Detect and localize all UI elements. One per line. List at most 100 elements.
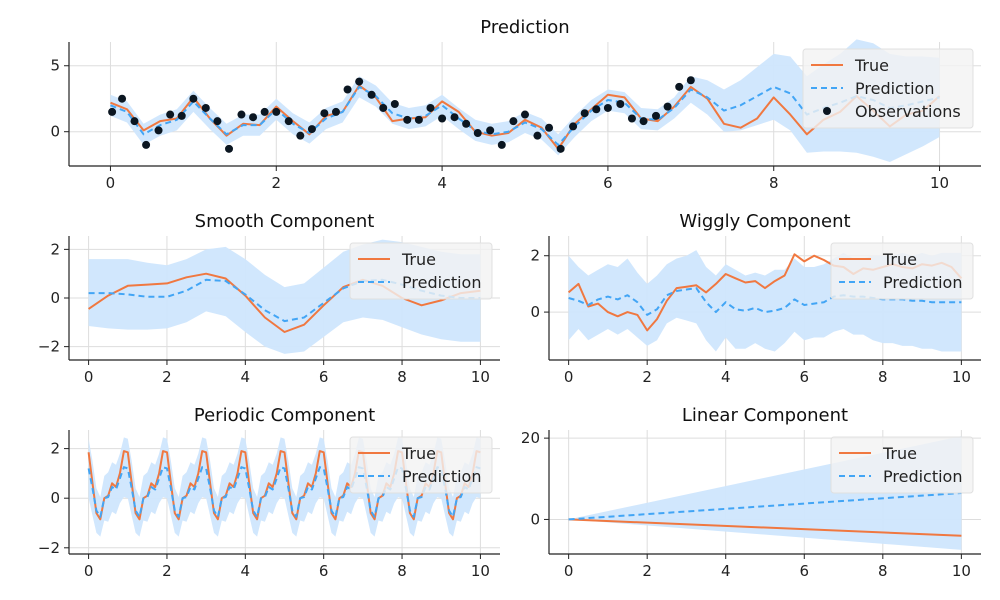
observation-point [166, 110, 175, 119]
observation-point [533, 131, 542, 140]
legend-label: Prediction [883, 273, 962, 292]
panel-periodic: 0 2 4 6 8 10 −2 0 2 Periodic Component True Predict… [38, 405, 500, 580]
chart-title: Linear Component [682, 405, 848, 426]
observation-point [320, 109, 329, 118]
observation-point [651, 111, 660, 120]
observation-point [426, 103, 435, 112]
observation-point [663, 102, 672, 111]
observation-point [473, 129, 482, 138]
observation-point [355, 77, 364, 86]
y-tick-label: 2 [50, 440, 60, 458]
chart-title: Smooth Component [195, 211, 375, 232]
true-line [88, 272, 481, 333]
observation-point [603, 103, 612, 112]
legend-box [830, 436, 974, 494]
legend-label: Prediction [855, 79, 934, 98]
chart-title: Wiggly Component [679, 211, 850, 232]
x-tick-label: 0 [106, 174, 116, 192]
observation-point [379, 103, 388, 112]
observation-point [438, 114, 447, 123]
observation-point [450, 113, 459, 122]
panel-smooth: 0 2 4 6 8 10 −2 0 2 Smooth Component True Predictio… [38, 211, 500, 386]
panel-wiggly: 0 2 4 6 8 10 0 2 Wiggly Component True Prediction [530, 211, 981, 386]
observation-point [486, 126, 495, 135]
observation-point [616, 100, 625, 108]
observation-point [580, 109, 589, 118]
y-tick-label: 0 [530, 510, 540, 528]
prediction-line [87, 466, 481, 518]
legend-label: True [401, 250, 436, 269]
observation-point [390, 100, 399, 108]
x-tick-label: 8 [878, 368, 888, 386]
x-tick-label: 4 [437, 174, 447, 192]
x-tick-label: 10 [952, 368, 971, 386]
x-tick-label: 10 [471, 562, 490, 580]
x-tick-label: 8 [878, 562, 888, 580]
observation-point [403, 115, 412, 124]
observation-point [556, 144, 565, 153]
legend-box [349, 242, 493, 300]
x-tick-label: 8 [769, 174, 779, 192]
prediction-line [568, 492, 962, 521]
legend-label: Observations [855, 102, 961, 121]
x-tick-label: 10 [930, 174, 949, 192]
y-tick-label: −2 [38, 338, 60, 356]
y-tick-label: 2 [530, 247, 540, 265]
x-tick-label: 2 [642, 368, 652, 386]
x-tick-label: 4 [241, 562, 251, 580]
x-tick-label: 4 [241, 368, 251, 386]
chart-title: Prediction [480, 17, 569, 38]
y-tick-label: 0 [530, 303, 540, 321]
x-tick-label: 0 [84, 562, 94, 580]
x-tick-label: 6 [603, 174, 613, 192]
x-tick-label: 10 [471, 368, 490, 386]
observation-point [177, 111, 186, 120]
observation-point [118, 94, 127, 103]
observation-point [154, 126, 163, 135]
observation-point [686, 76, 695, 85]
legend-observations-swatch [823, 107, 831, 115]
x-tick-label: 0 [564, 562, 574, 580]
x-tick-label: 0 [84, 368, 94, 386]
x-tick-label: 10 [952, 562, 971, 580]
legend-label: True [882, 250, 917, 269]
observation-point [331, 107, 340, 116]
legend: True Prediction [349, 242, 493, 300]
observation-point [592, 105, 601, 114]
true-line [110, 84, 941, 150]
observation-point [296, 131, 305, 140]
true-line [568, 518, 962, 537]
x-tick-label: 8 [397, 368, 407, 386]
observation-point [213, 117, 222, 126]
observation-point [521, 110, 529, 119]
x-tick-label: 4 [721, 562, 731, 580]
observation-point [545, 123, 554, 132]
x-tick-label: 6 [799, 562, 809, 580]
legend-label: Prediction [883, 467, 962, 486]
x-tick-label: 8 [397, 562, 407, 580]
observation-point [307, 125, 316, 134]
observation-point [237, 110, 246, 119]
legend: True Prediction [830, 436, 974, 494]
observation-point [367, 90, 376, 99]
x-tick-label: 6 [319, 368, 329, 386]
observation-point [142, 140, 151, 149]
observation-point [639, 117, 648, 126]
y-tick-label: 0 [50, 123, 60, 141]
observation-point [414, 115, 423, 124]
confidence-band [110, 39, 940, 162]
x-tick-label: 2 [162, 562, 172, 580]
y-tick-label: −2 [38, 539, 60, 557]
observation-point [462, 119, 471, 128]
legend-box [349, 436, 493, 494]
y-tick-label: 0 [50, 289, 60, 307]
observation-point [509, 117, 518, 126]
observation-point [249, 113, 258, 122]
x-tick-label: 2 [642, 562, 652, 580]
x-tick-label: 6 [799, 368, 809, 386]
x-tick-label: 4 [721, 368, 731, 386]
y-tick-label: 20 [521, 429, 540, 447]
true-line [87, 450, 481, 521]
x-tick-label: 2 [162, 368, 172, 386]
